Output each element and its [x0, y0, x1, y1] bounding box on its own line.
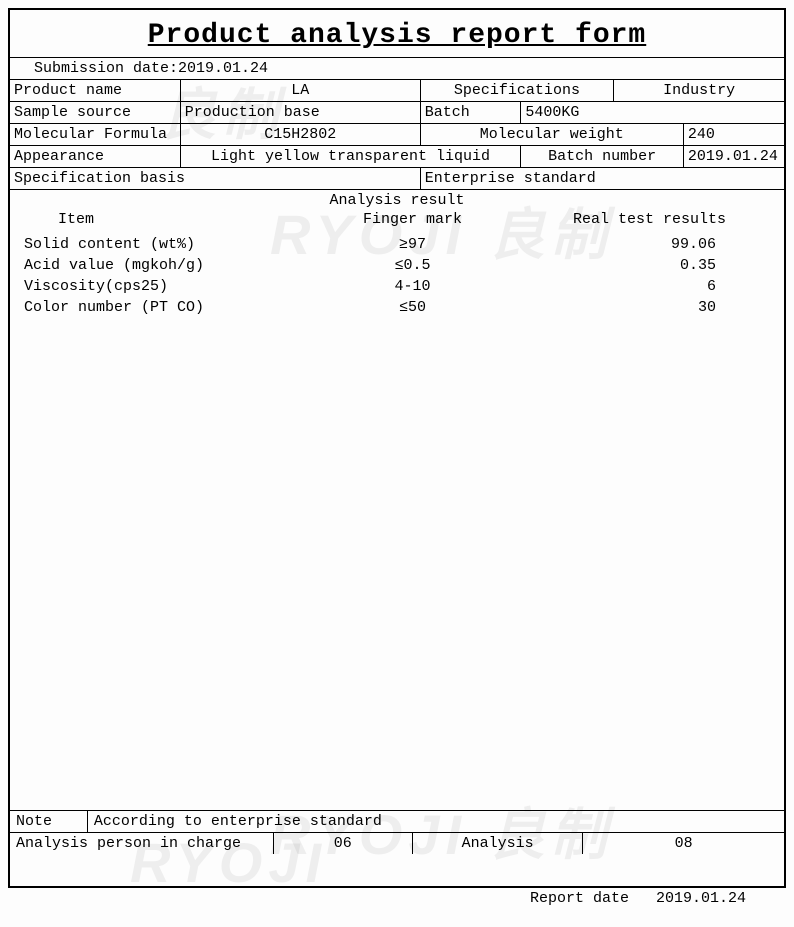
analysis-header: Analysis result: [18, 190, 776, 209]
label-appearance: Appearance: [10, 146, 180, 168]
analysis-mark: ≤50: [336, 297, 548, 318]
footer-grid: Note According to enterprise standard An…: [10, 810, 784, 854]
value-note: According to enterprise standard: [87, 811, 784, 833]
analysis-rows: Solid content (wt%)≥9799.06Acid value (m…: [18, 234, 776, 318]
report-title: Product analysis report form: [10, 10, 784, 58]
submission-row: Submission date:2019.01.24: [10, 58, 784, 80]
row-appearance: Appearance Light yellow transparent liqu…: [10, 146, 784, 168]
analysis-row: Acid value (mgkoh/g)≤0.50.35: [18, 255, 776, 276]
analysis-result: 99.06: [549, 234, 776, 255]
label-mol-weight: Molecular weight: [420, 124, 683, 146]
analysis-row: Solid content (wt%)≥9799.06: [18, 234, 776, 255]
value-mol-weight: 240: [683, 124, 784, 146]
analysis-mark: ≤0.5: [336, 255, 548, 276]
analysis-result: 30: [549, 297, 776, 318]
value-appearance: Light yellow transparent liquid: [180, 146, 521, 168]
row-sample-source: Sample source Production base Batch 5400…: [10, 102, 784, 124]
analysis-result: 0.35: [549, 255, 776, 276]
analysis-body: Analysis result Item Finger mark Real te…: [10, 190, 784, 810]
label-specifications: Specifications: [420, 80, 613, 102]
label-product-name: Product name: [10, 80, 180, 102]
analysis-row: Color number (PT CO)≤5030: [18, 297, 776, 318]
value-analysis: 08: [583, 833, 784, 855]
report-date-value: 2019.01.24: [656, 890, 746, 907]
report-page: RYOJI 良制 RYOJI 良制 良制 RYOJI Product analy…: [8, 8, 786, 888]
label-spec-basis: Specification basis: [10, 168, 420, 190]
value-product-name: LA: [180, 80, 420, 102]
col-item: Item: [18, 211, 336, 228]
label-industry: Industry: [614, 80, 784, 102]
row-signoff: Analysis person in charge 06 Analysis 08: [10, 833, 784, 855]
analysis-col-headers: Item Finger mark Real test results: [18, 209, 776, 234]
row-note: Note According to enterprise standard: [10, 811, 784, 833]
analysis-mark: ≥97: [336, 234, 548, 255]
col-res: Real test results: [549, 211, 776, 228]
value-sample-source: Production base: [180, 102, 420, 124]
analysis-item: Color number (PT CO): [18, 297, 336, 318]
value-spec-basis: Enterprise standard: [420, 168, 784, 190]
label-batch-number: Batch number: [521, 146, 684, 168]
col-mark: Finger mark: [336, 211, 548, 228]
analysis-item: Acid value (mgkoh/g): [18, 255, 336, 276]
report-date-label: Report date: [530, 890, 629, 907]
row-mol-formula: Molecular Formula C15H2802 Molecular wei…: [10, 124, 784, 146]
analysis-item: Solid content (wt%): [18, 234, 336, 255]
label-mol-formula: Molecular Formula: [10, 124, 180, 146]
label-note: Note: [10, 811, 87, 833]
header-grid: Product name LA Specifications Industry …: [10, 80, 784, 190]
label-analysis: Analysis: [412, 833, 582, 855]
value-batch: 5400KG: [521, 102, 784, 124]
analysis-mark: 4-10: [336, 276, 548, 297]
row-product-name: Product name LA Specifications Industry: [10, 80, 784, 102]
label-batch: Batch: [420, 102, 521, 124]
submission-value: 2019.01.24: [178, 60, 268, 77]
analysis-item: Viscosity(cps25): [18, 276, 336, 297]
row-spec-basis: Specification basis Enterprise standard: [10, 168, 784, 190]
value-batch-number: 2019.01.24: [683, 146, 784, 168]
label-analysis-person: Analysis person in charge: [10, 833, 273, 855]
analysis-row: Viscosity(cps25)4-106: [18, 276, 776, 297]
submission-label: Submission date:: [34, 60, 178, 77]
value-mol-formula: C15H2802: [180, 124, 420, 146]
label-sample-source: Sample source: [10, 102, 180, 124]
report-date-row: Report date 2019.01.24: [8, 888, 786, 910]
analysis-result: 6: [549, 276, 776, 297]
value-analysis-person: 06: [273, 833, 412, 855]
